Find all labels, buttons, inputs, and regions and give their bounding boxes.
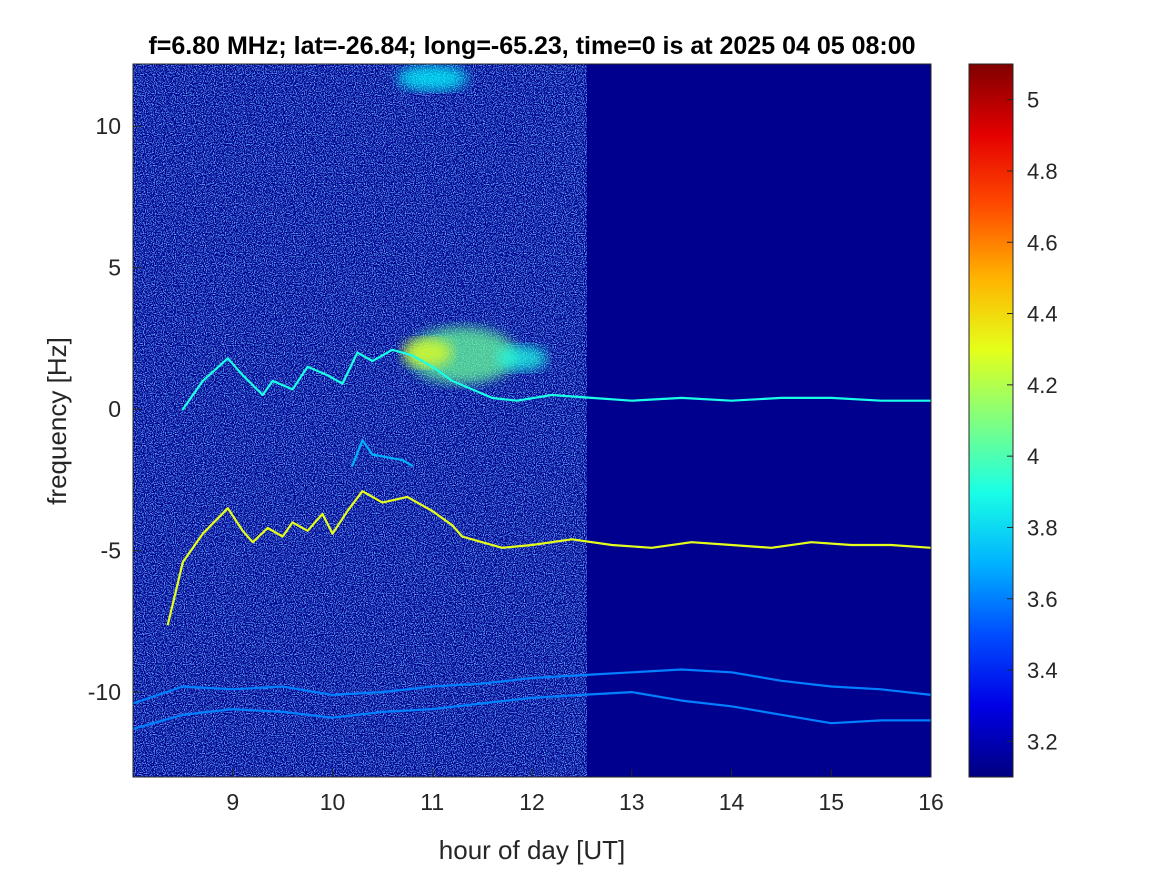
colorbar-tick-label: 4 xyxy=(1027,444,1039,469)
y-axis-label: frequency [Hz] xyxy=(42,337,72,505)
trace-line xyxy=(351,439,414,467)
trace-line xyxy=(181,348,931,411)
y-tick-label: 0 xyxy=(108,396,121,422)
colorbar-tick-label: 3.6 xyxy=(1027,587,1058,612)
chart-title: f=6.80 MHz; lat=-26.84; long=-65.23, tim… xyxy=(148,32,915,60)
colorbar-tick-label: 4.4 xyxy=(1027,302,1058,327)
x-tick-label: 14 xyxy=(719,789,745,815)
y-tick-label: -10 xyxy=(88,679,121,705)
trace-line xyxy=(133,668,931,705)
x-tick-label: 12 xyxy=(519,789,545,815)
colorbar-tick-label: 3.8 xyxy=(1027,515,1058,540)
x-axis-ticks: 9 10 11 12 13 14 15 16 xyxy=(226,769,944,815)
emission-blob xyxy=(402,338,453,367)
colorbar-gradient xyxy=(968,63,1014,778)
colorbar-tick-label: 3.2 xyxy=(1027,729,1058,754)
colorbar-tick-label: 5 xyxy=(1027,88,1039,113)
x-tick-label: 13 xyxy=(619,789,645,815)
trace-layer xyxy=(133,348,931,730)
x-tick-label: 16 xyxy=(918,789,944,815)
x-tick-label: 10 xyxy=(320,789,346,815)
emission-blob xyxy=(397,65,468,91)
noise-floor-region xyxy=(133,64,587,777)
y-tick-label: 10 xyxy=(95,113,121,139)
emission-blob xyxy=(497,345,547,371)
colorbar-tick-label: 4.8 xyxy=(1027,159,1058,184)
y-tick-label: 5 xyxy=(108,255,121,281)
x-tick-label: 11 xyxy=(420,789,444,815)
colorbar-tick-label: 4.2 xyxy=(1027,373,1058,398)
trace-line xyxy=(133,691,931,730)
colorbar-tick-label: 3.4 xyxy=(1027,658,1058,683)
colorbar-ticks: 5 4.8 4.6 4.4 4.2 4 3.8 3.6 3.4 3.2 xyxy=(1007,88,1058,754)
colorbar: 5 4.8 4.6 4.4 4.2 4 3.8 3.6 3.4 3.2 xyxy=(968,63,1058,778)
x-tick-label: 15 xyxy=(818,789,844,815)
trace-line xyxy=(166,490,931,626)
x-tick-label: 9 xyxy=(226,789,239,815)
y-tick-label: -5 xyxy=(101,538,121,564)
x-axis-label: hour of day [UT] xyxy=(439,835,625,865)
colorbar-tick-label: 4.6 xyxy=(1027,230,1058,255)
y-axis-ticks: 10 5 0 -5 -10 xyxy=(88,113,141,705)
plot-area xyxy=(132,63,932,778)
